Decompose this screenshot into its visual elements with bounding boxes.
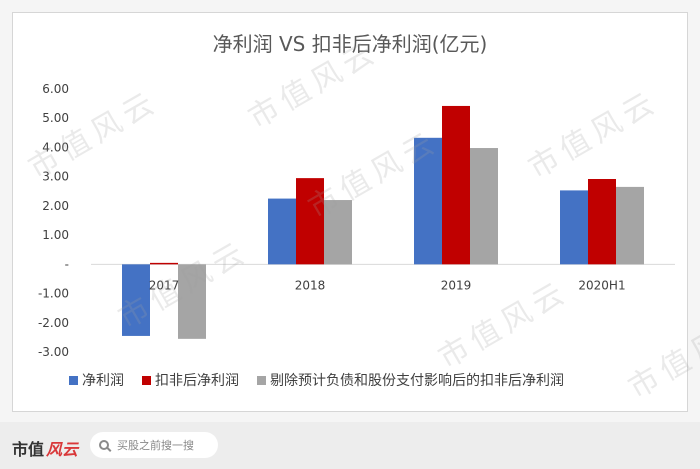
chart-title: 净利润 VS 扣非后净利润(亿元) (213, 32, 488, 56)
bar (268, 198, 296, 265)
y-tick-label: 5.00 (42, 111, 69, 125)
y-tick-label: 6.00 (42, 82, 69, 96)
brand-mark: 风云 (46, 440, 79, 459)
legend-swatch (142, 376, 151, 385)
bar (150, 262, 178, 265)
bar (470, 148, 498, 265)
y-tick-label: -2.00 (38, 316, 69, 330)
bar (296, 178, 324, 265)
bar (442, 105, 470, 265)
y-tick-label: - (65, 257, 69, 271)
search-icon (99, 440, 109, 450)
brand-logo[interactable]: 市值 风云 (12, 436, 78, 460)
bar (588, 179, 616, 265)
search-placeholder: 买股之前搜一搜 (117, 439, 194, 452)
bar (324, 200, 352, 265)
bar (178, 264, 206, 339)
x-tick-label: 2019 (441, 278, 472, 292)
y-tick-label: 1.00 (42, 228, 69, 242)
footer-bar: 市值 风云 买股之前搜一搜 (0, 422, 700, 469)
x-tick-label: 2018 (295, 278, 326, 292)
search-box[interactable]: 买股之前搜一搜 (90, 432, 218, 458)
bar (414, 137, 442, 265)
brand-text: 市值 (12, 440, 45, 459)
legend-label: 扣非后净利润 (155, 373, 239, 389)
y-tick-label: 4.00 (42, 140, 69, 154)
bar (560, 190, 588, 265)
y-tick-label: -3.00 (38, 345, 69, 359)
legend-label: 剔除预计负债和股份支付影响后的扣非后净利润 (270, 373, 564, 389)
chart-card: 净利润 VS 扣非后净利润(亿元) 6.00 5.00 4.00 3.00 2.00 1.0… (12, 12, 688, 412)
x-tick-label: 2017 (149, 278, 180, 292)
legend-swatch (257, 376, 266, 385)
x-tick-label: 2020H1 (578, 278, 625, 292)
legend-swatch (69, 376, 78, 385)
bar (122, 264, 150, 336)
chart-panel: 净利润 VS 扣非后净利润(亿元) 6.00 5.00 4.00 3.00 2.00 1.0… (12, 12, 700, 412)
y-tick-label: 2.00 (42, 199, 69, 213)
legend-label: 净利润 (82, 373, 124, 389)
bar-chart: 净利润 VS 扣非后净利润(亿元) 6.00 5.00 4.00 3.00 2.00 1.0… (38, 32, 675, 389)
y-tick-label: -1.00 (38, 287, 69, 301)
y-tick-label: 3.00 (42, 170, 69, 184)
bar (616, 186, 644, 265)
